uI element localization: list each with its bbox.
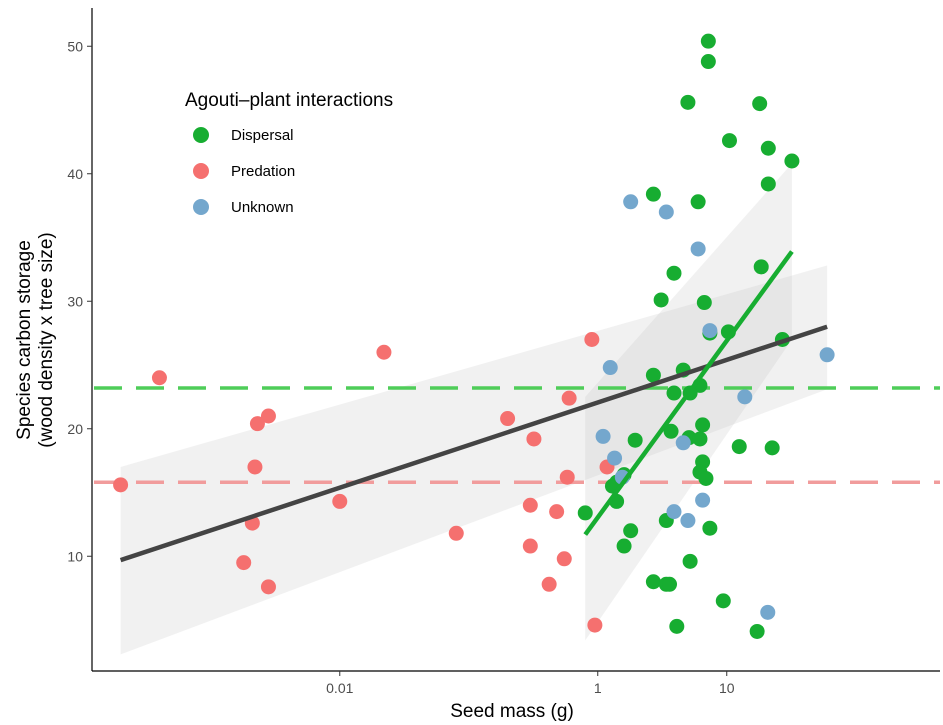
- point-predation: [332, 493, 348, 509]
- x-tick-label: 0.01: [326, 680, 353, 696]
- point-predation: [522, 538, 538, 554]
- point-dispersal: [623, 523, 639, 539]
- point-dispersal: [696, 295, 712, 311]
- point-dispersal: [753, 259, 769, 275]
- point-predation: [448, 525, 464, 541]
- point-dispersal: [666, 385, 682, 401]
- point-unknown: [607, 450, 623, 466]
- point-predation: [584, 332, 600, 347]
- point-unknown: [595, 428, 611, 444]
- point-predation: [247, 459, 263, 475]
- y-axis-ticks: 10 20 30 40 50: [67, 38, 92, 564]
- point-dispersal: [764, 440, 780, 456]
- point-dispersal: [645, 574, 661, 590]
- point-predation: [236, 555, 252, 571]
- point-predation: [522, 497, 538, 513]
- point-predation: [260, 408, 276, 424]
- legend: Agouti–plant interactions Dispersal Preda…: [185, 90, 393, 216]
- legend-key-dispersal: [193, 127, 209, 143]
- point-predation: [113, 477, 129, 493]
- point-predation: [587, 617, 603, 633]
- legend-label-dispersal: Dispersal: [231, 127, 294, 144]
- point-dispersal: [731, 439, 747, 455]
- point-predation: [260, 579, 276, 595]
- y-tick-label: 10: [67, 548, 83, 564]
- confidence-band-2: [585, 163, 792, 641]
- confidence-band-1: [120, 265, 828, 655]
- point-unknown: [675, 435, 691, 451]
- point-dispersal: [663, 423, 679, 439]
- data-points: [113, 33, 835, 639]
- fit-line-2: [583, 250, 794, 536]
- point-unknown: [702, 323, 718, 339]
- point-unknown: [602, 360, 618, 376]
- point-dispersal: [702, 520, 718, 536]
- y-tick-label: 30: [67, 293, 83, 309]
- point-unknown: [737, 389, 753, 405]
- point-predation: [249, 416, 265, 432]
- legend-label-unknown: Unknown: [231, 199, 294, 216]
- legend-title: Agouti–plant interactions: [185, 90, 393, 111]
- point-dispersal: [692, 431, 708, 447]
- point-predation: [151, 370, 167, 386]
- point-dispersal: [616, 538, 632, 554]
- point-dispersal: [627, 432, 643, 448]
- point-dispersal: [690, 194, 706, 210]
- point-predation: [500, 411, 516, 427]
- point-dispersal: [682, 553, 698, 569]
- point-dispersal: [669, 618, 685, 634]
- point-unknown: [819, 347, 835, 363]
- confidence-bands: [120, 163, 828, 655]
- point-predation: [376, 344, 392, 360]
- point-unknown: [690, 241, 706, 257]
- point-unknown: [680, 513, 696, 529]
- y-axis-subtitle: (wood density x tree size): [36, 232, 57, 447]
- point-dispersal: [645, 186, 661, 202]
- point-dispersal: [653, 292, 669, 308]
- point-predation: [526, 431, 542, 447]
- point-dispersal: [715, 593, 731, 609]
- legend-entries: Dispersal Predation Unknown: [193, 127, 295, 216]
- point-dispersal: [700, 54, 716, 70]
- point-dispersal: [680, 94, 696, 110]
- point-dispersal: [700, 33, 716, 49]
- legend-key-unknown: [193, 199, 209, 215]
- y-axis-title: Species carbon storage: [14, 240, 35, 440]
- x-axis-title: Seed mass (g): [450, 701, 574, 722]
- point-unknown: [623, 194, 639, 210]
- point-dispersal: [752, 96, 768, 112]
- point-dispersal: [645, 367, 661, 383]
- point-predation: [549, 504, 565, 520]
- point-dispersal: [721, 133, 737, 149]
- point-dispersal: [662, 576, 678, 592]
- x-axis-ticks: 0.01 1 10: [326, 671, 735, 696]
- point-dispersal: [760, 140, 776, 156]
- reference-lines: [94, 386, 940, 485]
- y-tick-label: 20: [67, 421, 83, 437]
- point-predation: [561, 390, 577, 406]
- point-dispersal: [695, 417, 711, 433]
- point-unknown: [695, 492, 711, 508]
- point-predation: [559, 469, 575, 485]
- legend-key-predation: [193, 163, 209, 179]
- point-dispersal: [666, 265, 682, 281]
- point-dispersal: [698, 470, 714, 486]
- point-unknown: [760, 604, 776, 620]
- x-tick-label: 10: [719, 680, 735, 696]
- y-tick-label: 50: [67, 38, 83, 54]
- point-unknown: [658, 204, 674, 220]
- point-dispersal: [760, 176, 776, 192]
- point-dispersal: [749, 623, 765, 639]
- fit-lines: [119, 250, 828, 563]
- x-tick-label: 1: [594, 680, 602, 696]
- point-predation: [556, 551, 572, 567]
- point-unknown: [666, 504, 682, 520]
- y-tick-label: 40: [67, 166, 83, 182]
- point-dispersal: [784, 153, 800, 169]
- point-dispersal: [577, 505, 593, 521]
- point-predation: [541, 576, 557, 592]
- legend-label-predation: Predation: [231, 163, 295, 180]
